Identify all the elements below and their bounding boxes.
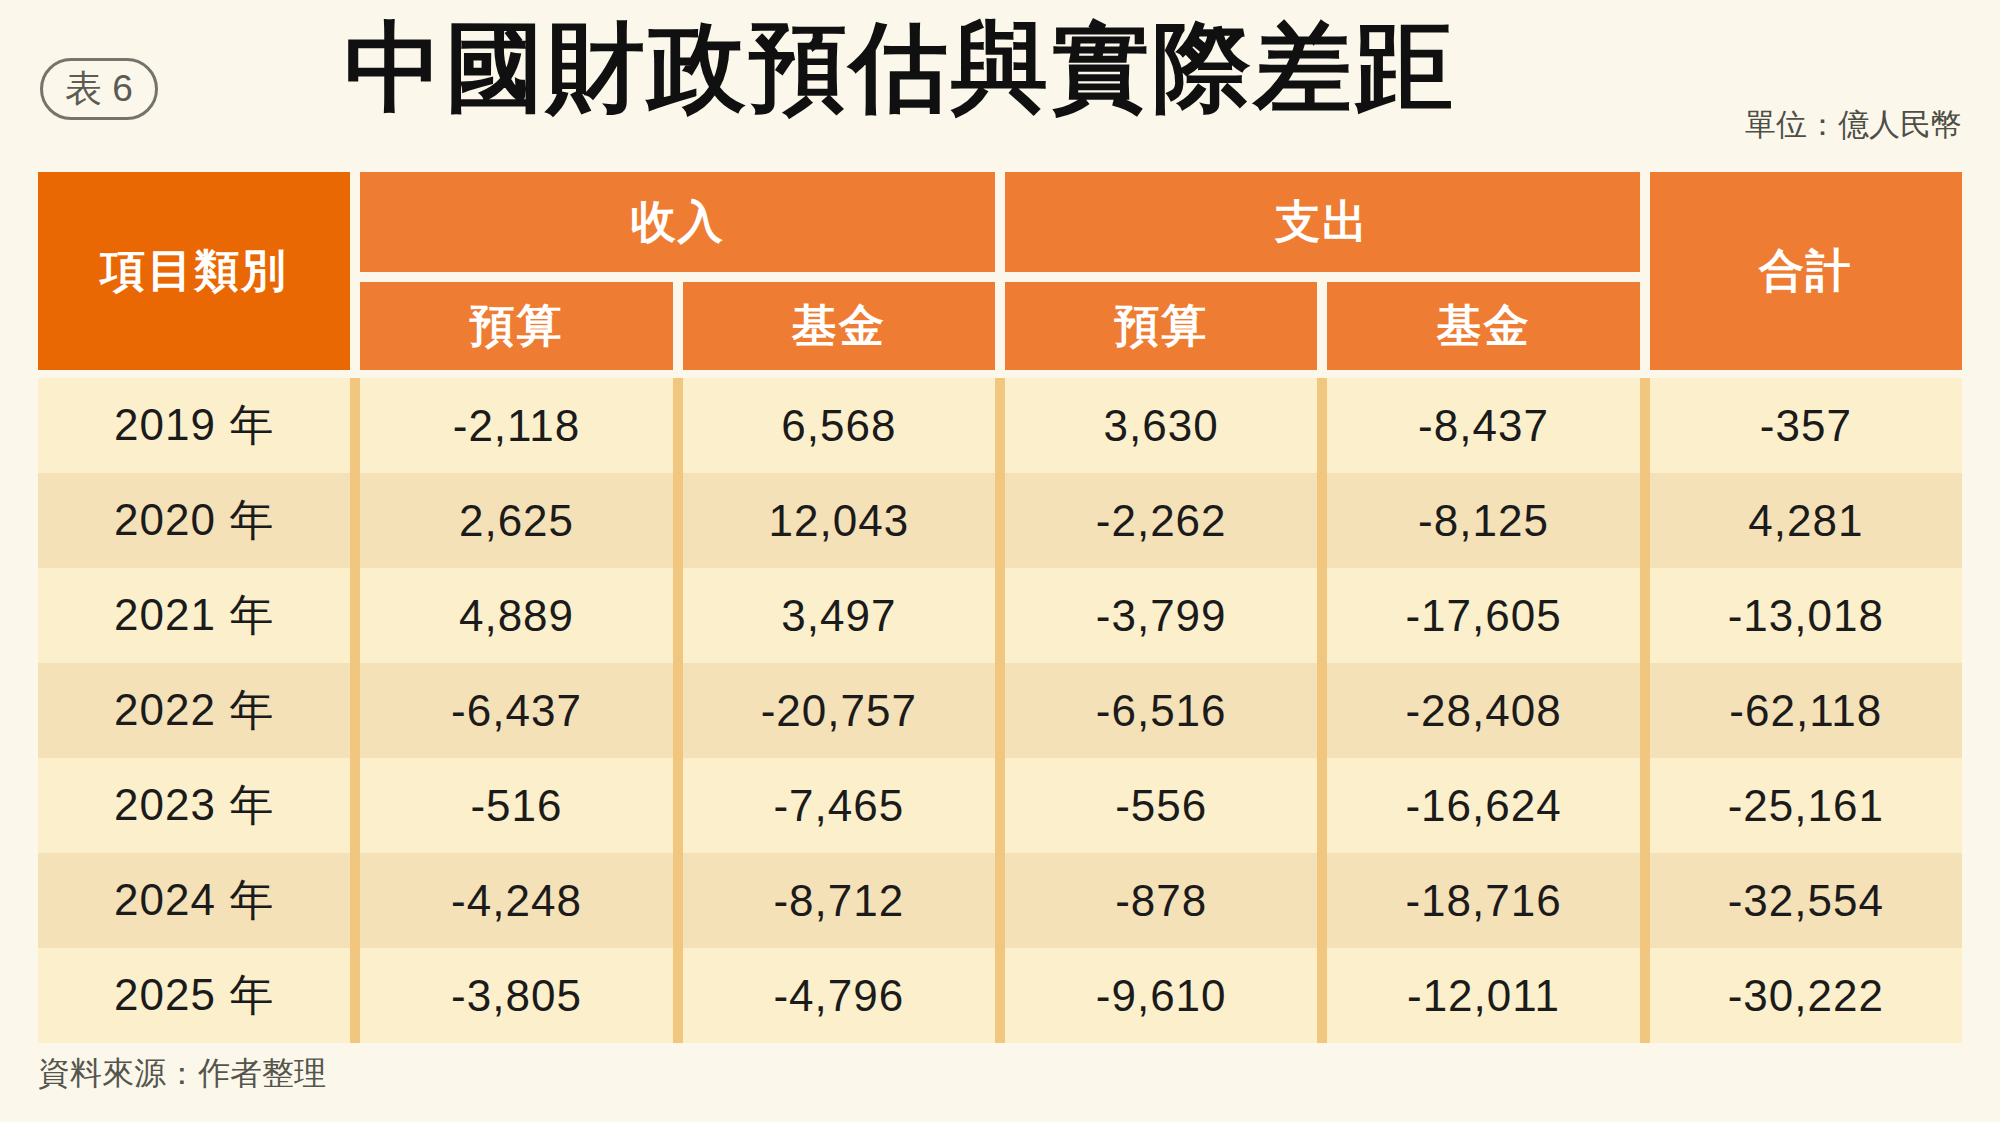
value-cell: 3,630 [1005,378,1317,473]
value-cell: -17,605 [1327,568,1639,663]
year-cell: 2023 年 [38,758,350,853]
year-cell: 2022 年 [38,663,350,758]
table-header: 項目類別 收入 支出 合計 預算 基金 預算 基金 [38,172,1962,370]
table-row: 2023 年-516-7,465-556-16,624-25,161 [38,758,1962,853]
value-cell: -20,757 [683,663,995,758]
header-total: 合計 [1650,172,1962,370]
value-cell: -4,248 [360,853,672,948]
year-cell: 2019 年 [38,378,350,473]
value-cell: 6,568 [683,378,995,473]
value-cell: -6,437 [360,663,672,758]
value-cell: -516 [360,758,672,853]
value-cell: -13,018 [1650,568,1962,663]
table-row: 2022 年-6,437-20,757-6,516-28,408-62,118 [38,663,1962,758]
year-cell: 2020 年 [38,473,350,568]
value-cell: -30,222 [1650,948,1962,1043]
value-cell: -8,437 [1327,378,1639,473]
unit-label: 單位：億人民幣 [1745,104,1962,146]
value-cell: -556 [1005,758,1317,853]
table-row: 2021 年4,8893,497-3,799-17,605-13,018 [38,568,1962,663]
value-cell: -357 [1650,378,1962,473]
table-row: 2019 年-2,1186,5683,630-8,437-357 [38,378,1962,473]
value-cell: -3,799 [1005,568,1317,663]
value-cell: -62,118 [1650,663,1962,758]
value-cell: 4,889 [360,568,672,663]
value-cell: -6,516 [1005,663,1317,758]
page-title: 中國財政預估與實際差距 [0,12,1800,122]
value-cell: -2,118 [360,378,672,473]
fiscal-gap-table: 項目類別 收入 支出 合計 預算 基金 預算 基金 2019 年-2,1186,… [38,172,1962,1043]
header-expense-budget: 預算 [1005,282,1317,370]
table-row: 2024 年-4,248-8,712-878-18,716-32,554 [38,853,1962,948]
value-cell: -3,805 [360,948,672,1043]
value-cell: 12,043 [683,473,995,568]
value-cell: -9,610 [1005,948,1317,1043]
year-cell: 2024 年 [38,853,350,948]
value-cell: -16,624 [1327,758,1639,853]
value-cell: 2,625 [360,473,672,568]
header-category: 項目類別 [38,172,350,370]
value-cell: -28,408 [1327,663,1639,758]
header-income-fund: 基金 [683,282,995,370]
source-label: 資料來源：作者整理 [38,1052,326,1096]
value-cell: 4,281 [1650,473,1962,568]
year-cell: 2025 年 [38,948,350,1043]
table-row: 2025 年-3,805-4,796-9,610-12,011-30,222 [38,948,1962,1043]
value-cell: 3,497 [683,568,995,663]
year-cell: 2021 年 [38,568,350,663]
table-row: 2020 年2,62512,043-2,262-8,1254,281 [38,473,1962,568]
value-cell: -32,554 [1650,853,1962,948]
value-cell: -7,465 [683,758,995,853]
header-group-income: 收入 [360,172,995,272]
header-expense-fund: 基金 [1327,282,1639,370]
value-cell: -4,796 [683,948,995,1043]
table-body: 2019 年-2,1186,5683,630-8,437-3572020 年2,… [38,378,1962,1043]
value-cell: -2,262 [1005,473,1317,568]
value-cell: -8,712 [683,853,995,948]
value-cell: -25,161 [1650,758,1962,853]
value-cell: -878 [1005,853,1317,948]
value-cell: -8,125 [1327,473,1639,568]
header-income-budget: 預算 [360,282,672,370]
value-cell: -18,716 [1327,853,1639,948]
header-group-expense: 支出 [1005,172,1640,272]
value-cell: -12,011 [1327,948,1639,1043]
